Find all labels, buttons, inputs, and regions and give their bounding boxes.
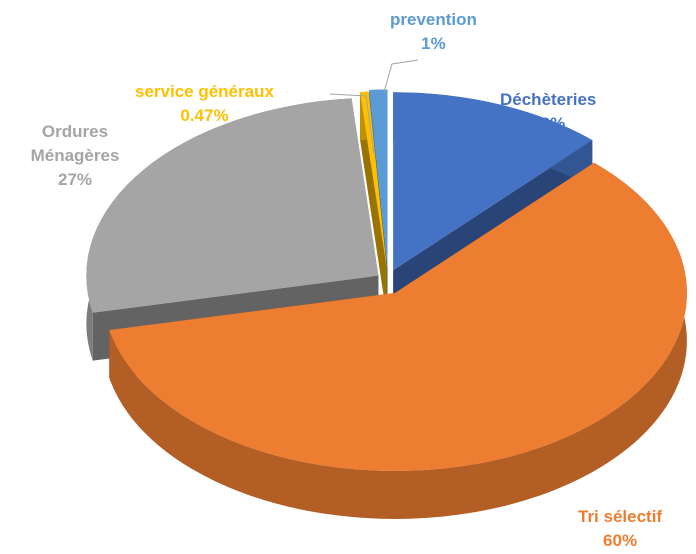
slice-top <box>360 91 387 270</box>
value-label: 12% <box>531 114 566 133</box>
data-label: Déchèteries 12% <box>500 88 596 136</box>
leader-line <box>383 59 419 93</box>
slice-wall <box>360 92 387 318</box>
category-label: Déchèteries <box>500 90 597 109</box>
category-label: service généraux <box>135 82 274 101</box>
data-label: Ordures Ménagères 27% <box>10 120 140 192</box>
category-label: prevention <box>390 10 477 29</box>
category-label: Tri sélectif <box>578 507 663 526</box>
value-label: 60% <box>603 531 638 550</box>
value-label: 1% <box>421 34 446 53</box>
category-label: Ordures Ménagères <box>30 122 120 165</box>
value-label: 0.47% <box>180 106 229 125</box>
slice-top <box>369 89 388 268</box>
slice-top <box>393 92 593 271</box>
data-label: prevention 1% <box>390 8 477 56</box>
value-label: 27% <box>57 170 93 189</box>
slice-top <box>109 162 687 471</box>
data-label: Tri sélectif 60% <box>578 505 662 553</box>
slice-top <box>86 98 379 313</box>
leader-line <box>329 93 375 155</box>
data-label: service généraux 0.47% <box>135 80 274 128</box>
slice <box>109 162 687 519</box>
